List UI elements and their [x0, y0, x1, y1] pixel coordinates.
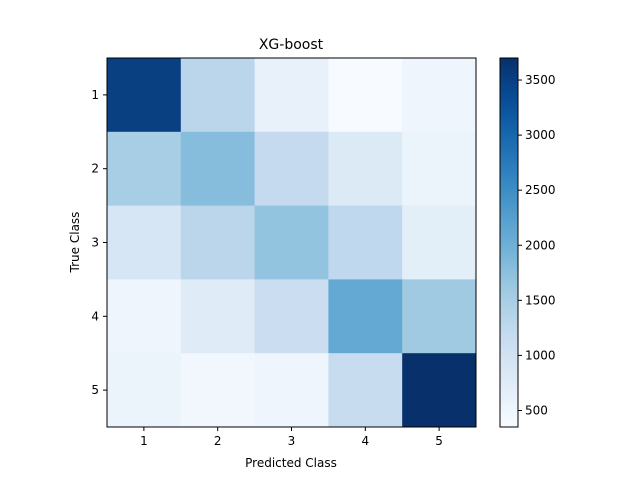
heatmap-cells [107, 58, 477, 428]
colorbar-tick-label: 500 [525, 403, 548, 417]
x-tick-label: 4 [361, 434, 369, 448]
heatmap-cell-r2-c5 [402, 131, 477, 207]
heatmap-cell-r4-c2 [180, 279, 256, 354]
colorbar-tick-label: 1000 [525, 348, 556, 362]
y-tick-label: 3 [91, 236, 99, 250]
heatmap-cell-r1-c2 [180, 58, 256, 133]
heatmap-cell-r5-c5 [402, 353, 477, 428]
heatmap-cell-r5-c4 [328, 353, 403, 428]
colorbar [500, 58, 518, 427]
chart-title: XG-boost [259, 37, 324, 53]
x-tick-label: 2 [214, 434, 222, 448]
heatmap-cell-r1-c3 [254, 58, 329, 133]
colorbar-tick-label: 3000 [525, 128, 556, 142]
heatmap-cell-r2-c1 [107, 131, 182, 207]
y-tick-label: 2 [91, 162, 99, 176]
x-tick-label: 3 [288, 434, 296, 448]
heatmap-cell-r5-c2 [180, 353, 256, 428]
heatmap-cell-r3-c3 [254, 205, 329, 280]
heatmap-cell-r2-c4 [328, 131, 403, 207]
colorbar-tick-label: 2500 [525, 183, 556, 197]
x-axis-ticks: 1 2 3 4 5 [140, 427, 443, 448]
y-axis-label: True Class [68, 212, 82, 274]
heatmap-cell-r4-c4 [328, 279, 403, 354]
heatmap-cell-r4-c5 [402, 279, 477, 354]
heatmap-cell-r3-c4 [328, 205, 403, 280]
heatmap-cell-r3-c5 [402, 205, 477, 280]
y-tick-label: 4 [91, 309, 99, 323]
heatmap-cell-r1-c1 [107, 58, 182, 133]
colorbar-frame [499, 57, 519, 428]
colorbar-tick-label: 3500 [525, 73, 556, 87]
heatmap-cell-r2-c3 [254, 131, 329, 207]
heatmap-cell-r1-c4 [328, 58, 403, 133]
x-tick-label: 5 [435, 434, 443, 448]
heatmap-cell-r4-c1 [107, 279, 182, 354]
heatmap-cell-r2-c2 [180, 131, 256, 207]
y-axis-ticks: 1 2 3 4 5 [91, 88, 107, 397]
colorbar-ticks: 500 1000 1500 2000 2500 3000 3500 [518, 73, 556, 417]
x-axis-label: Predicted Class [245, 456, 337, 470]
heatmap-cell-r3-c1 [107, 205, 182, 280]
colorbar-tick-label: 1500 [525, 293, 556, 307]
colorbar-tick-label: 2000 [525, 238, 556, 252]
heatmap-cell-r1-c5 [402, 58, 477, 133]
heatmap-cell-r3-c2 [180, 205, 256, 280]
heatmap-cell-r4-c3 [254, 279, 329, 354]
heatmap-cell-r5-c1 [107, 353, 182, 428]
y-tick-label: 5 [91, 383, 99, 397]
x-tick-label: 1 [140, 434, 148, 448]
y-tick-label: 1 [91, 88, 99, 102]
heatmap-cell-r5-c3 [254, 353, 329, 428]
